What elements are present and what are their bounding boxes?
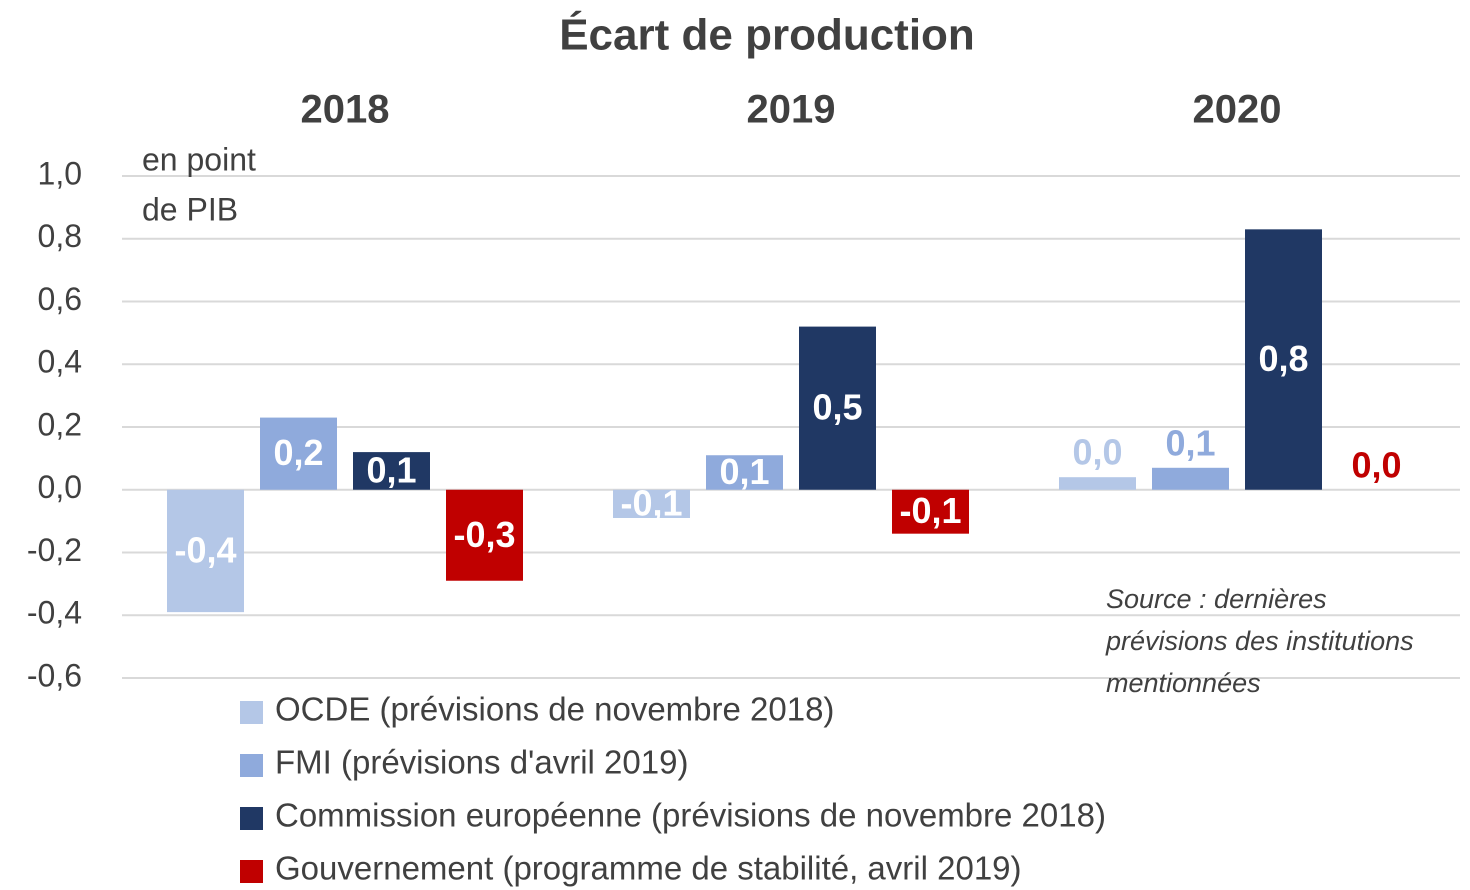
legend-label: OCDE (prévisions de novembre 2018) [275,691,834,728]
category-label: 2020 [1193,88,1282,132]
y-tick-label: 0,2 [38,406,82,442]
bar [353,452,430,490]
unit-label: de PIB [142,191,238,227]
data-label: 0,1 [366,449,416,490]
category-label: 2018 [301,88,390,132]
bar [799,326,876,490]
bar [260,417,337,490]
data-label: 0,0 [1072,432,1122,473]
data-label: 0,2 [273,432,323,473]
legend-swatch [240,701,263,724]
unit-label: en point [142,141,256,177]
data-label: -0,3 [453,514,515,555]
y-tick-label: 0,4 [38,344,82,380]
annotation: prévisions des institutions [1105,626,1414,656]
y-tick-label: 0,8 [38,218,82,254]
data-label: 0,0 [1351,444,1401,485]
legend-label: FMI (prévisions d'avril 2019) [275,744,688,781]
legend-swatch [240,807,263,830]
y-tick-label: 1,0 [38,155,82,191]
bar [706,455,783,490]
y-tick-label: -0,6 [27,657,82,693]
bar [446,489,523,581]
annotation: Source : dernières [1106,584,1327,614]
legend-swatch [240,754,263,777]
y-tick-label: 0,6 [38,281,82,317]
legend-label: Commission européenne (prévisions de nov… [275,797,1106,834]
legend-label: Gouvernement (programme de stabilité, av… [275,850,1022,887]
category-label: 2019 [747,88,836,132]
data-label: 0,8 [1258,338,1308,379]
annotation: mentionnées [1106,668,1261,698]
data-label: 0,5 [812,387,862,428]
data-label: 0,1 [719,451,769,492]
y-tick-label: 0,0 [38,469,82,505]
chart-title: Écart de production [559,10,975,60]
data-label: -0,4 [174,529,236,570]
bar [167,489,244,613]
bar [613,489,690,518]
legend-swatch [240,860,263,883]
y-tick-label: -0,4 [27,595,82,631]
bar [1152,467,1229,490]
y-tick-label: -0,2 [27,532,82,568]
bar [892,489,969,534]
bar [1059,477,1136,490]
bar [1245,229,1322,490]
data-label: -0,1 [899,490,961,531]
data-label: 0,1 [1165,422,1215,463]
data-label: -0,1 [620,482,682,523]
